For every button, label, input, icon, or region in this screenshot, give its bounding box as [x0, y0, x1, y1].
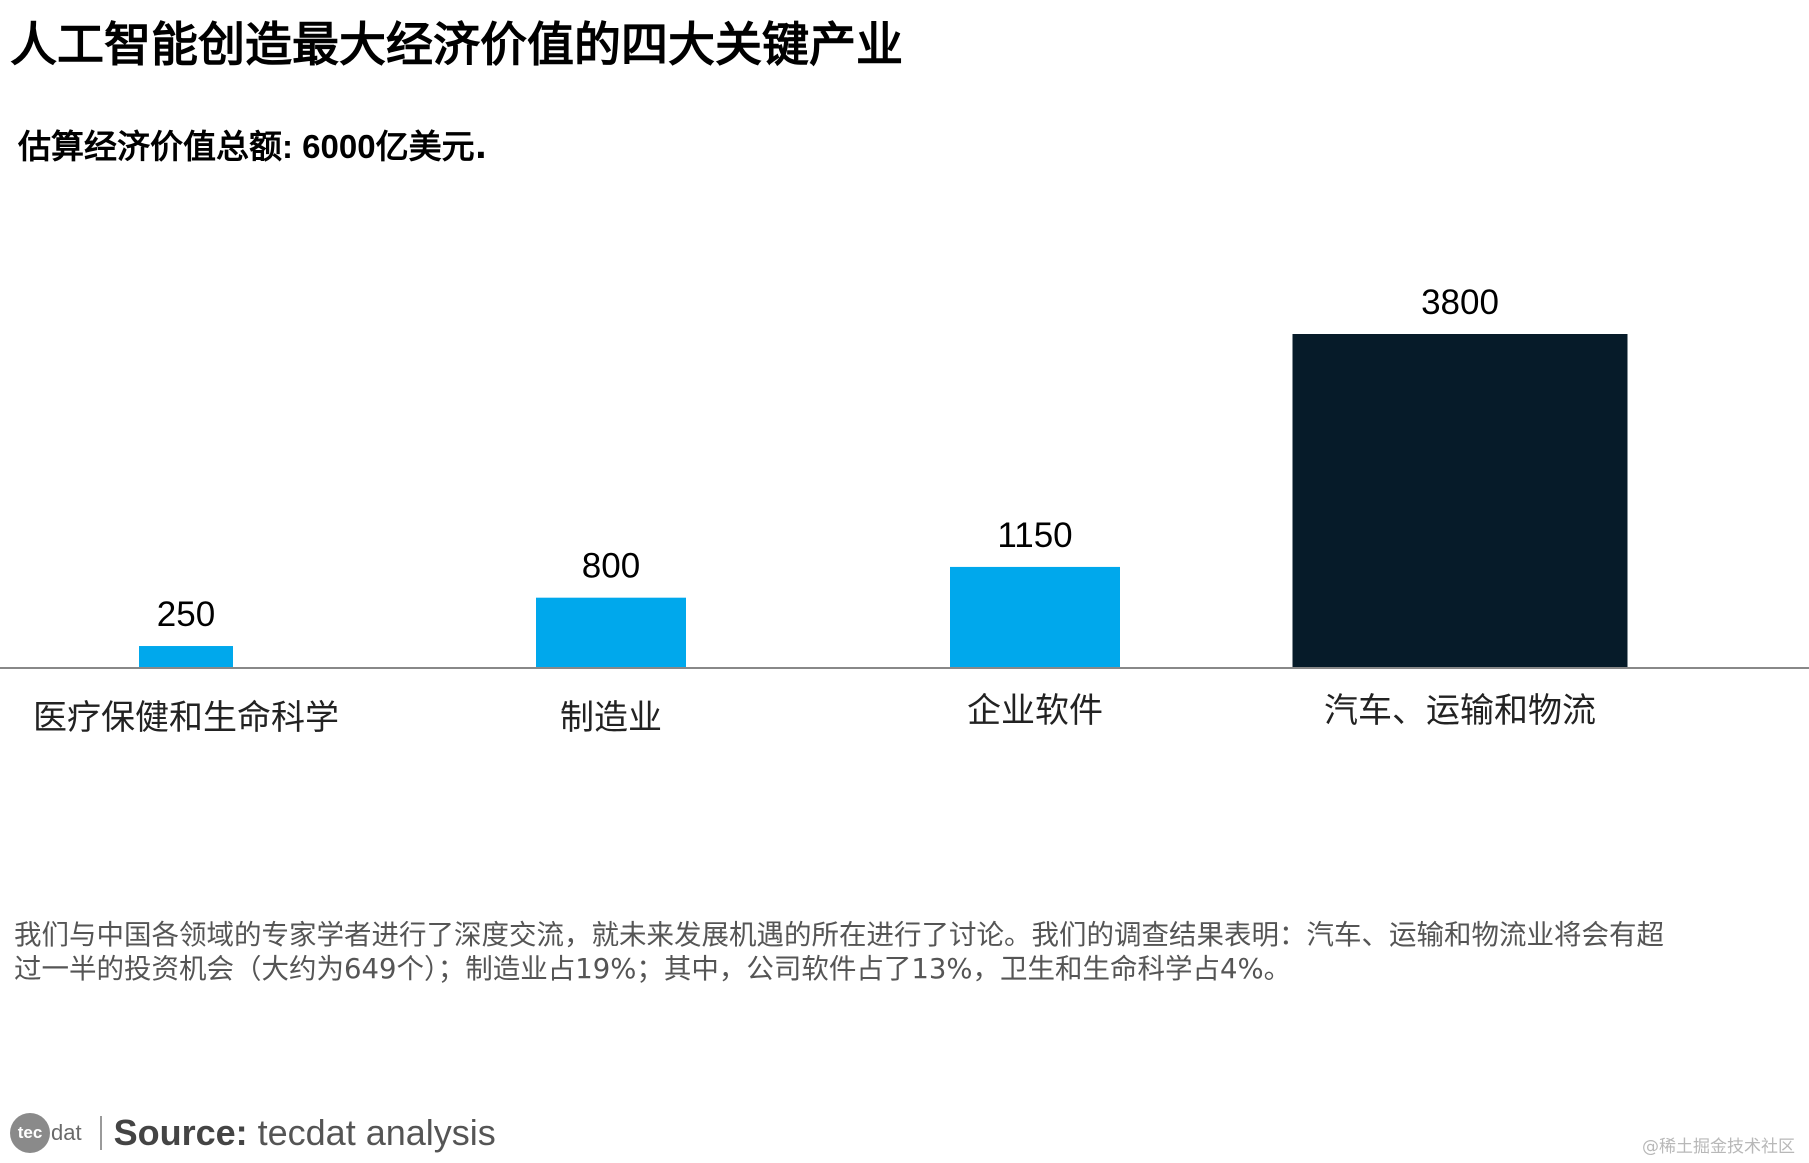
bars-group: [139, 334, 1628, 668]
subtitle-total-value: 6000: [302, 128, 376, 165]
source-label: Source:: [113, 1112, 248, 1153]
value-label-2: 800: [582, 547, 640, 586]
source-text: tecdat analysis: [257, 1112, 496, 1153]
logo-text: dat: [51, 1120, 82, 1145]
subtitle-prefix: 估算经济价值总额:: [18, 128, 303, 165]
category-label-4: 汽车、运输和物流: [1324, 691, 1596, 731]
bar-chart: 250 医疗保健和生命科学 800 制造业 1150 企业软件 3800 汽车、运输和物流: [0, 283, 1809, 738]
category-label-2: 制造业: [560, 698, 662, 738]
footer-divider: [99, 1116, 102, 1150]
value-label-1: 250: [157, 595, 215, 634]
tecdat-logo: tec dat: [10, 1113, 82, 1153]
bar-3: [950, 566, 1120, 668]
bar-1: [139, 646, 233, 668]
chart-subtitle: 估算经济价值总额: 6000亿美元.: [18, 120, 487, 168]
subtitle-suffix: 亿美元.: [375, 127, 488, 166]
category-label-3: 企业软件: [967, 691, 1103, 731]
value-label-4: 3800: [1421, 283, 1499, 322]
bar-4: [1292, 334, 1628, 668]
page-title: 人工智能创造最大经济价值的四大关键产业: [10, 18, 903, 73]
labels-group: 250 医疗保健和生命科学 800 制造业 1150 企业软件 3800 汽车、运输和物流: [33, 283, 1596, 738]
bar-2: [536, 597, 686, 668]
logo-circle: tec: [10, 1113, 50, 1153]
description-paragraph: 我们与中国各领域的专家学者进行了深度交流，就未来发展机遇的所在进行了讨论。我们的…: [14, 919, 1664, 985]
footer: tec dat Source: tecdat analysis: [10, 1108, 496, 1158]
watermark: @稀土掘金技术社区: [1642, 1137, 1795, 1157]
value-label-3: 1150: [997, 516, 1072, 555]
category-label-1: 医疗保健和生命科学: [33, 698, 339, 738]
